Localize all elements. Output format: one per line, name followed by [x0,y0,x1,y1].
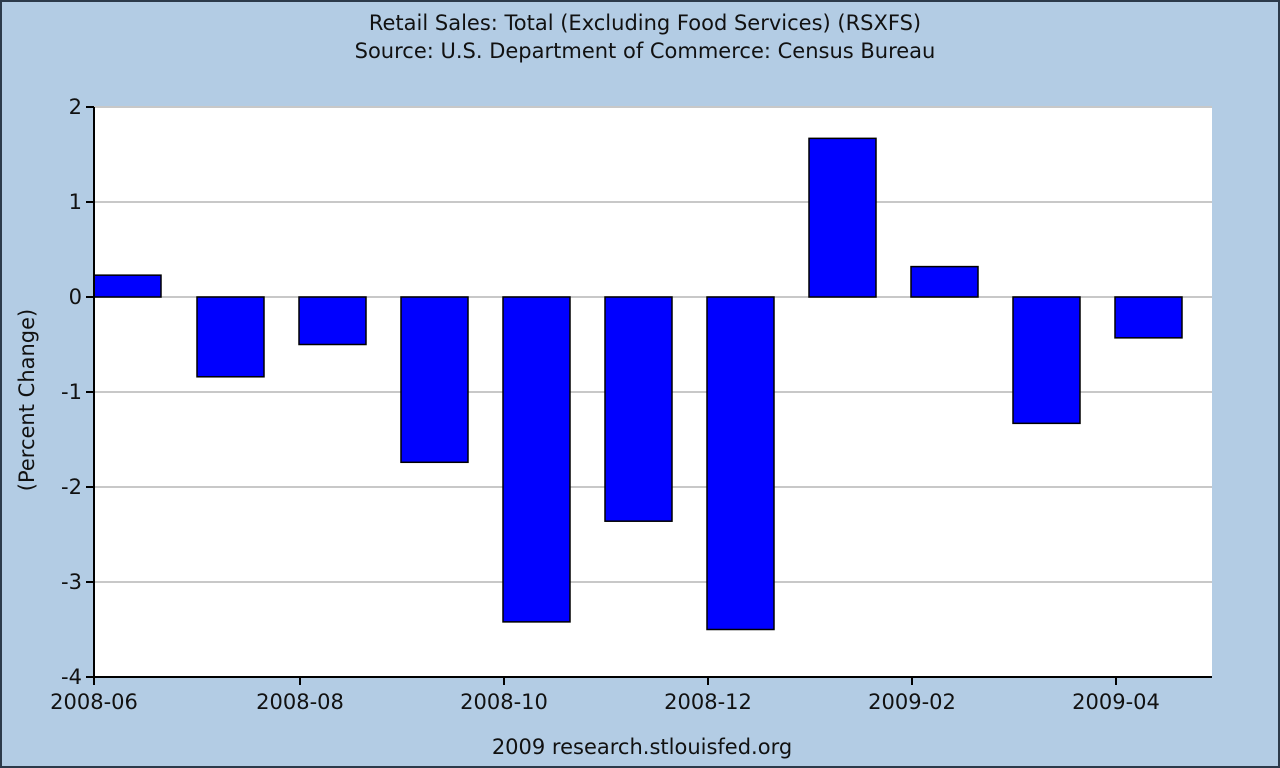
x-tick-labels: 2008-06 2008-08 2008-10 2008-12 2009-02 2009-… [50,690,1160,714]
y-tick-labels: 2 1 0 -1 -2 -3 -4 [61,95,82,689]
y-axis-title: (Percent Change) [15,309,39,491]
y-tick-label: 1 [69,190,82,214]
bar-2008-12 [706,296,775,631]
chart-credit: 2009 research.stlouisfed.org [492,735,792,759]
bar-2008-10 [502,296,571,623]
y-tick-label: -3 [61,570,82,594]
bar-2009-04 [1114,296,1183,339]
bar-2009-02 [910,265,979,298]
bars [93,137,1183,631]
bar-2009-03 [1012,296,1081,425]
x-tick-label: 2009-02 [868,690,956,714]
x-tick-label: 2008-08 [256,690,344,714]
bar-2008-09 [400,296,469,464]
bar-2009-01 [808,137,877,298]
chart-subtitle: Source: U.S. Department of Commerce: Cen… [355,39,936,63]
x-tick-label: 2008-12 [664,690,752,714]
y-tick-label: 2 [69,95,82,119]
x-tick-label: 2008-06 [50,690,138,714]
chart-title: Retail Sales: Total (Excluding Food Serv… [369,11,921,35]
y-tick-label: -4 [61,665,82,689]
bar-2008-11 [604,296,673,522]
y-tick-label: -1 [61,380,82,404]
bar-2008-07 [196,296,265,378]
y-tick-label: 0 [69,285,82,309]
x-tick-label: 2009-04 [1072,690,1160,714]
x-tick-label: 2008-10 [460,690,548,714]
axes [86,106,1212,685]
y-tick-label: -2 [61,475,82,499]
bar-2008-06 [93,274,162,298]
bar-2008-08 [298,296,367,346]
